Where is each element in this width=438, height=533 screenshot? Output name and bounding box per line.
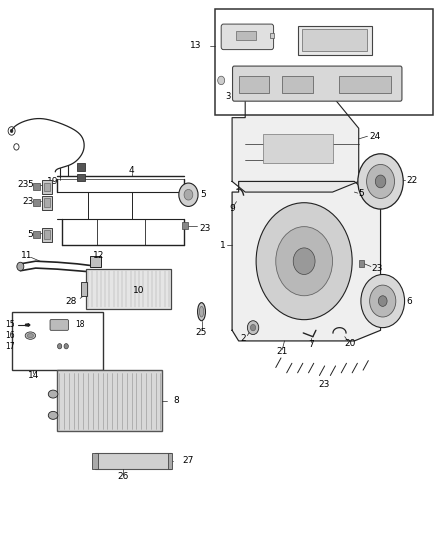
Circle shape — [64, 344, 68, 349]
Text: 15: 15 — [6, 320, 15, 329]
Bar — [12, 312, 103, 370]
Circle shape — [57, 344, 62, 349]
Text: 5: 5 — [28, 230, 33, 239]
Text: 13: 13 — [190, 42, 201, 51]
Bar — [239, 76, 269, 93]
Bar — [92, 453, 98, 469]
Circle shape — [247, 321, 259, 335]
Bar — [81, 282, 87, 296]
Text: 23: 23 — [18, 180, 29, 189]
Text: 12: 12 — [93, 252, 105, 260]
Bar — [168, 453, 172, 469]
Bar — [302, 29, 367, 51]
Ellipse shape — [25, 332, 35, 340]
Text: 5: 5 — [28, 180, 33, 189]
Text: 4: 4 — [129, 166, 134, 175]
Circle shape — [375, 175, 386, 188]
Bar — [44, 230, 49, 239]
Text: 26: 26 — [117, 472, 129, 481]
Bar — [215, 9, 433, 115]
Circle shape — [276, 227, 332, 296]
Ellipse shape — [198, 303, 205, 321]
Bar — [297, 26, 372, 55]
Text: 21: 21 — [277, 347, 288, 356]
Bar — [270, 33, 275, 38]
Circle shape — [370, 285, 396, 317]
Bar — [33, 199, 40, 206]
Circle shape — [361, 274, 405, 328]
Bar — [90, 256, 101, 266]
Text: 18: 18 — [75, 320, 85, 329]
Text: 23: 23 — [200, 224, 211, 233]
Bar — [33, 183, 40, 190]
Circle shape — [17, 262, 24, 271]
Text: 23: 23 — [372, 264, 383, 272]
Bar — [339, 76, 392, 93]
Circle shape — [358, 154, 403, 209]
Text: 1: 1 — [220, 241, 226, 250]
Bar — [77, 164, 85, 171]
Text: 24: 24 — [370, 132, 381, 141]
Circle shape — [218, 76, 225, 85]
Bar — [359, 260, 364, 266]
FancyBboxPatch shape — [50, 320, 68, 330]
Text: 11: 11 — [21, 252, 33, 260]
Circle shape — [378, 296, 387, 306]
Bar — [33, 231, 40, 238]
Text: 17: 17 — [5, 342, 14, 351]
Text: 5: 5 — [200, 190, 205, 199]
Circle shape — [184, 189, 193, 200]
Text: 10: 10 — [132, 286, 144, 295]
Text: 23: 23 — [22, 197, 33, 206]
Text: 23: 23 — [318, 380, 329, 389]
Text: 7: 7 — [308, 340, 314, 349]
Circle shape — [256, 203, 352, 320]
FancyArrow shape — [25, 324, 30, 326]
Text: 3: 3 — [225, 92, 230, 101]
Circle shape — [179, 183, 198, 206]
Text: 22: 22 — [406, 176, 417, 185]
Text: 6: 6 — [407, 296, 413, 305]
Bar — [44, 198, 49, 207]
Circle shape — [367, 165, 395, 198]
Circle shape — [251, 325, 256, 331]
Text: 20: 20 — [344, 339, 356, 348]
Text: 8: 8 — [173, 397, 179, 406]
Circle shape — [293, 248, 315, 274]
Bar — [57, 370, 162, 431]
FancyBboxPatch shape — [233, 66, 402, 101]
Text: 14: 14 — [28, 371, 39, 380]
Bar — [42, 180, 52, 193]
Bar — [263, 134, 332, 163]
Text: 28: 28 — [66, 296, 77, 305]
Bar — [237, 31, 256, 39]
Bar — [42, 228, 52, 241]
Text: 9: 9 — [229, 204, 235, 213]
FancyBboxPatch shape — [221, 24, 274, 50]
Polygon shape — [232, 96, 359, 192]
Ellipse shape — [48, 411, 58, 419]
Ellipse shape — [27, 334, 33, 338]
Bar — [44, 182, 49, 191]
Bar — [182, 222, 188, 229]
Bar — [86, 269, 171, 309]
Text: 5: 5 — [359, 189, 364, 198]
Text: 16: 16 — [6, 331, 15, 340]
Text: 2: 2 — [240, 334, 246, 343]
Text: 27: 27 — [182, 456, 193, 465]
Polygon shape — [232, 181, 381, 341]
Text: 19: 19 — [47, 177, 59, 186]
Bar — [77, 174, 85, 181]
Bar — [42, 196, 52, 209]
Bar — [283, 76, 313, 93]
Bar — [95, 453, 171, 469]
Ellipse shape — [48, 390, 58, 398]
Text: 25: 25 — [196, 328, 207, 337]
Ellipse shape — [199, 306, 204, 317]
Circle shape — [11, 130, 13, 133]
